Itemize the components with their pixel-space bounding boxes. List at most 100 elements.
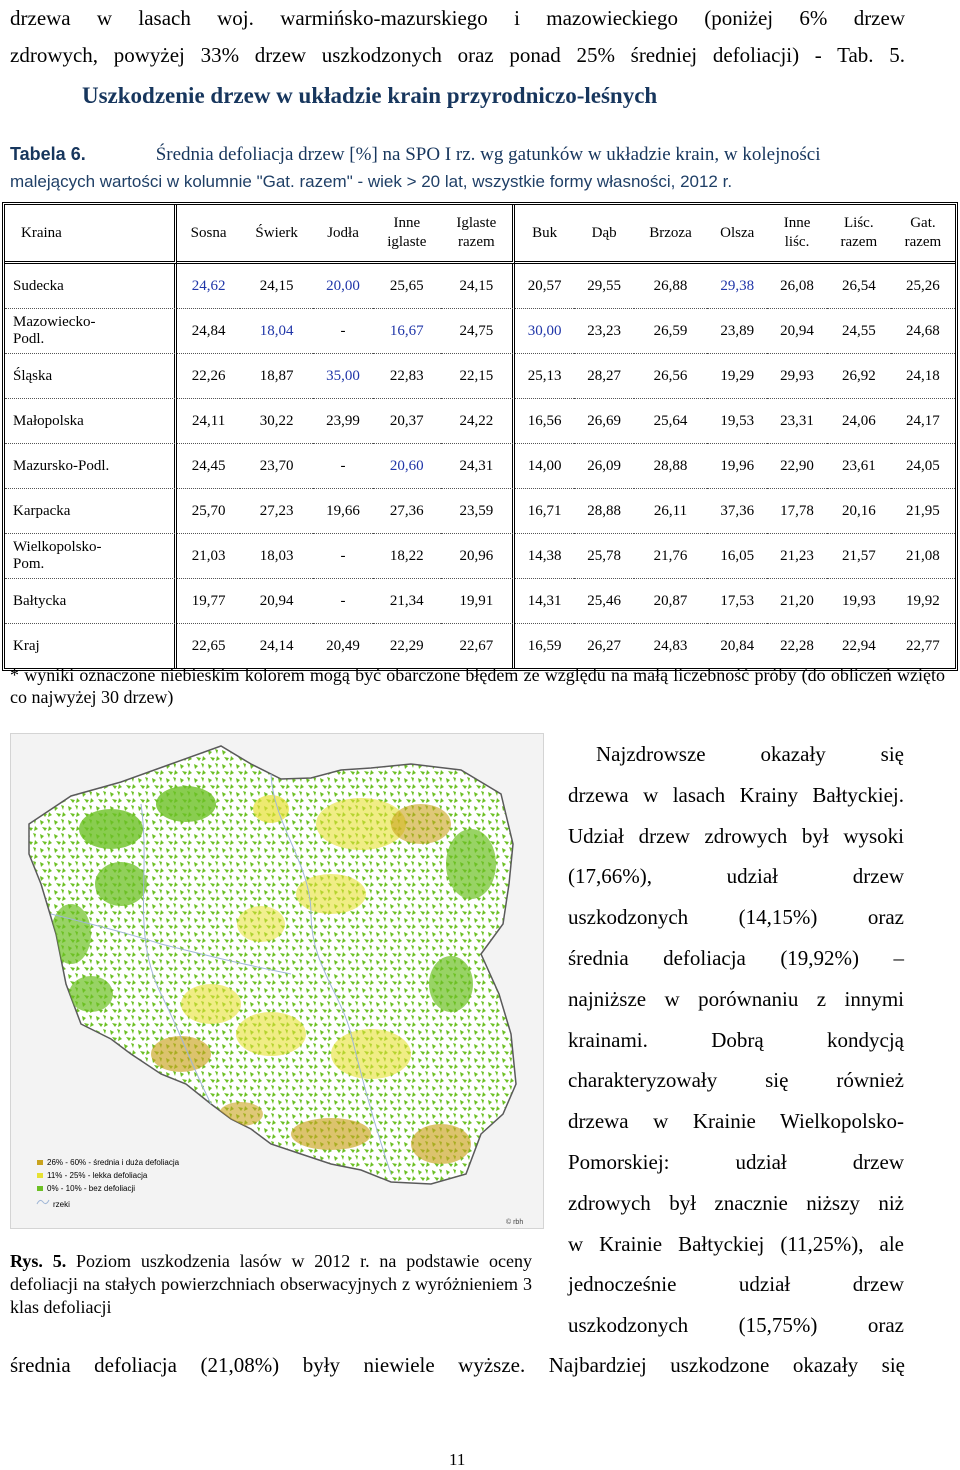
value-cell: 19,93 (826, 579, 891, 624)
column-header: Świerk (240, 205, 314, 264)
rivers (50, 773, 392, 1175)
right-line-10: drzewa w Krainie Wielkopolsko- (568, 1109, 904, 1134)
value-cell: 28,88 (574, 489, 634, 534)
value-cell: 27,23 (240, 489, 314, 534)
defoliation-map: 26% - 60% - średnia i duża defoliacja 11… (10, 733, 544, 1229)
column-header: Iglaste razem (440, 205, 515, 264)
table-row: Mazowiecko- Podl. 24,84 18,04-16,67 24,75 30,… (5, 309, 955, 354)
value-cell: 24,83 (653, 637, 688, 654)
value-cell: 21,57 (826, 534, 891, 579)
value-cell: 20,94 (767, 309, 827, 354)
value-cell: 22,28 (780, 637, 814, 654)
value-cell: 21,95 (890, 489, 955, 534)
value-cell: 24,84 (177, 309, 240, 354)
column-header-line: liśc. (784, 234, 810, 250)
table-row: Wielkopolsko- Pom. 21,03 18,03-18,22 20,96 14… (5, 534, 955, 579)
legend-swatch-3 (37, 1186, 43, 1191)
column-header-line: Liśc. (844, 215, 874, 231)
table-row: Śląska 22,26 18,87 35,00 22,83 22,15 25,13 28,2… (5, 354, 955, 399)
value-cell: 19,66 (313, 489, 373, 534)
value-cell: 21,23 (767, 534, 827, 579)
value-cell: 21,34 (372, 579, 441, 624)
value-cell: 24,15 (440, 264, 515, 309)
region-name-line: Wielkopolsko- (13, 539, 102, 555)
value-cell: 22,65 (191, 637, 226, 654)
right-line-1: Najzdrowsze okazały się (596, 742, 904, 766)
region-cell: Mazursko-Podl. (5, 444, 178, 489)
value-cell: 29,55 (574, 264, 634, 309)
column-header-line: razem (840, 234, 878, 250)
value-cell: 20,84 (720, 637, 755, 654)
value-cell: 20,00 (313, 264, 373, 309)
intro-line-1: drzewa w lasach woj. warmińsko-mazurskie… (10, 6, 905, 30)
region-name-line: Kraj (13, 637, 40, 654)
value-cell: 22,94 (841, 637, 876, 654)
value-cell: - (313, 534, 373, 579)
footnote: * wyniki oznaczone niebieskim kolorem mo… (10, 665, 945, 707)
value-cell: 24,22 (440, 399, 515, 444)
value-cell: - (313, 309, 373, 354)
value-cell: 24,18 (890, 354, 955, 399)
table-caption-label: Tabela 6. (10, 144, 86, 164)
value-cell: 26,59 (633, 309, 708, 354)
value-cell: 25,78 (574, 534, 634, 579)
column-header-line: Inne (783, 215, 811, 231)
value-cell: 20,96 (440, 534, 515, 579)
value-cell: 16,71 (514, 489, 575, 534)
value-cell: 26,27 (587, 637, 621, 654)
value-cell: 23,61 (826, 444, 891, 489)
value-cell: 24,75 (440, 309, 515, 354)
value-cell: 25,70 (177, 489, 240, 534)
value-cell: 35,00 (313, 354, 373, 399)
value-cell: 25,46 (574, 579, 634, 624)
value-cell: 19,53 (707, 399, 768, 444)
column-header: Brzoza (633, 205, 708, 264)
column-header: Inne iglaste (372, 205, 441, 264)
bottom-paragraph-line: średnia defoliacja (21,08%) były niewiel… (10, 1353, 905, 1377)
region-cell: Śląska (5, 354, 178, 399)
value-cell: 20,37 (372, 399, 441, 444)
table-row: Bałtycka 19,77 20,94-21,34 19,91 14,31 25,46 2… (5, 579, 955, 624)
value-cell: 30,00 (514, 309, 575, 354)
value-cell: 22,83 (372, 354, 441, 399)
value-cell: 21,03 (177, 534, 240, 579)
legend-label-2: 11% - 25% - lekka defoliacja (47, 1171, 148, 1180)
legend-swatch-1 (37, 1160, 43, 1165)
column-header: Jodła (313, 205, 373, 264)
right-line-4: (17,66%), udział drzew (568, 864, 904, 889)
table-body: Sudecka 24,62 24,15 20,00 25,65 24,15 20,57 29,… (5, 264, 955, 668)
region-cell: Małopolska (5, 399, 178, 444)
column-header-line: razem (904, 234, 942, 250)
table-header-row: Kraina Sosna Świerk Jodła Inne iglaste Iglaste… (5, 205, 955, 264)
right-line-5: uszkodzonych (14,15%) oraz (568, 905, 904, 930)
value-cell: 21,20 (767, 579, 827, 624)
region-cell: Kraj (5, 624, 178, 668)
value-cell: 23,31 (767, 399, 827, 444)
forest-patches (51, 786, 496, 1164)
value-cell: 25,65 (372, 264, 441, 309)
region-name-line: Śląska (13, 367, 53, 384)
column-header: Liśc. razem (826, 205, 891, 264)
value-cell: 18,03 (240, 534, 314, 579)
column-header-line: iglaste (387, 234, 427, 250)
table-row: Mazursko-Podl. 24,45 23,70-20,60 24,31 14,00… (5, 444, 955, 489)
value-cell: 25,26 (890, 264, 955, 309)
value-cell: 23,89 (707, 309, 768, 354)
page-number: 11 (449, 1450, 466, 1469)
value-cell: 22,77 (906, 637, 940, 654)
table-caption-title: Średnia defoliacja drzew [%] na SPO I rz… (155, 144, 821, 165)
region-cell: Mazowiecko- Podl. (5, 309, 178, 354)
intro-paragraph: drzewa w lasach woj. warmińsko-mazurskie… (10, 0, 905, 74)
value-cell: 28,88 (633, 444, 708, 489)
value-cell: 22,67 (441, 624, 515, 668)
value-cell: 29,38 (707, 264, 768, 309)
right-line-13: w Krainie Bałtyckiej (11,25%), ale (568, 1231, 904, 1256)
map-figure: 26% - 60% - średnia i duża defoliacja 11… (28, 745, 523, 1226)
value-cell: 22,15 (440, 354, 515, 399)
value-cell: 20,87 (633, 579, 708, 624)
right-line-11: Pomorskiej: udział drzew (568, 1149, 904, 1174)
value-cell: 21,76 (633, 534, 708, 579)
value-cell: 29,93 (767, 354, 827, 399)
value-cell: 23,70 (240, 444, 314, 489)
value-cell: 24,45 (177, 444, 240, 489)
